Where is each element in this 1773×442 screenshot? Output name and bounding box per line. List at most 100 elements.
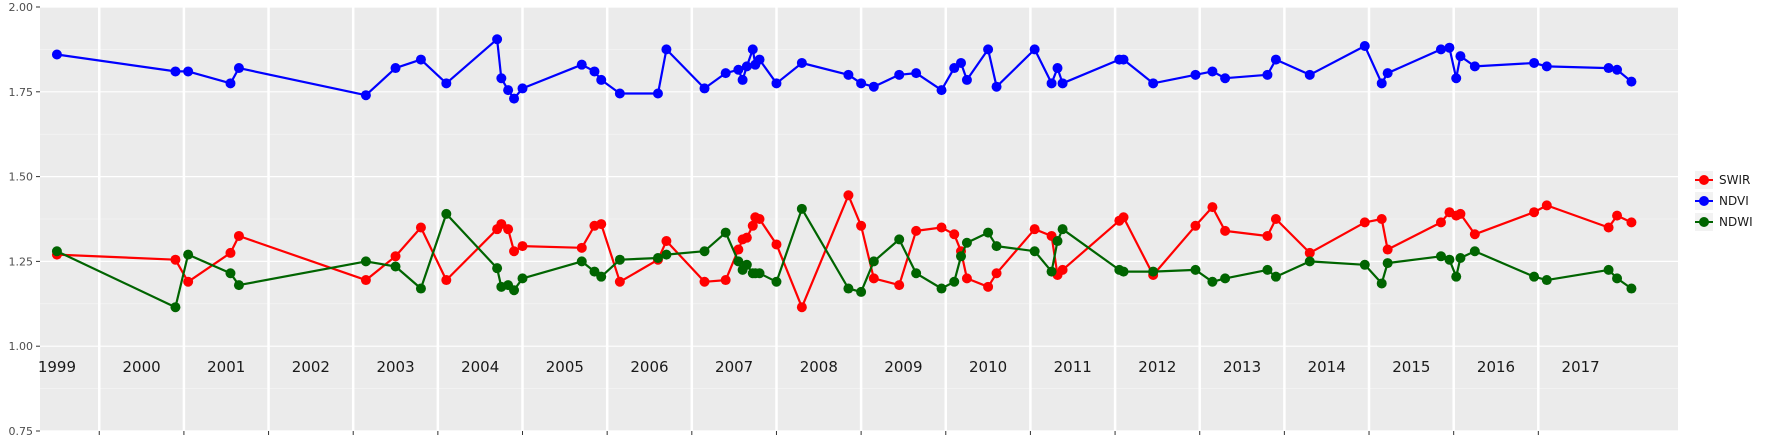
point-ndvi	[576, 59, 587, 70]
point-ndwi	[741, 259, 752, 270]
point-ndvi	[699, 83, 710, 94]
point-ndvi	[961, 74, 972, 85]
point-ndvi	[170, 66, 181, 77]
point-ndwi	[509, 285, 520, 296]
point-ndwi	[1626, 283, 1637, 294]
point-swir	[894, 280, 905, 291]
point-ndvi	[183, 66, 194, 77]
point-ndvi	[1451, 73, 1462, 84]
point-ndwi	[1603, 264, 1614, 275]
point-ndwi	[183, 249, 194, 260]
point-ndvi	[1469, 61, 1480, 72]
point-swir	[170, 254, 181, 265]
point-ndvi	[390, 63, 401, 74]
point-ndvi	[1455, 51, 1466, 62]
point-ndvi	[737, 74, 748, 85]
point-swir	[1304, 247, 1315, 258]
point-swir	[983, 281, 994, 292]
point-swir	[1612, 210, 1623, 221]
point-ndwi	[949, 276, 960, 287]
point-swir	[1376, 214, 1387, 224]
point-ndvi	[1118, 54, 1129, 65]
point-swir	[733, 244, 744, 255]
point-swir	[843, 190, 854, 201]
year-label: 2013	[1223, 358, 1261, 376]
point-ndwi	[1148, 266, 1159, 277]
point-ndvi	[983, 44, 994, 55]
point-ndwi	[233, 280, 244, 291]
series-layer	[51, 34, 1637, 313]
year-label: 2006	[630, 358, 668, 376]
point-swir	[1220, 225, 1231, 236]
point-ndwi	[843, 283, 854, 294]
point-ndwi	[1455, 253, 1466, 264]
point-ndwi	[441, 208, 452, 219]
point-ndwi	[1046, 266, 1057, 277]
point-ndvi	[741, 61, 752, 72]
year-label: 2010	[969, 358, 1007, 376]
point-swir	[1262, 230, 1273, 241]
point-ndwi	[936, 283, 947, 294]
point-ndvi	[754, 54, 765, 65]
point-swir	[1057, 264, 1068, 275]
point-ndvi	[225, 78, 236, 89]
point-ndwi	[961, 237, 972, 248]
point-ndvi	[503, 85, 514, 96]
point-ndwi	[1435, 251, 1446, 262]
point-swir	[233, 230, 244, 241]
point-ndvi	[733, 64, 744, 75]
legend: SWIR NDVI NDWI	[1695, 171, 1753, 231]
y-tick-label: 0.75	[9, 425, 34, 438]
point-ndwi	[856, 286, 867, 297]
y-tick-label: 2.00	[9, 1, 34, 14]
point-ndwi	[983, 227, 994, 238]
point-ndvi	[1612, 64, 1623, 75]
point-ndvi	[1304, 69, 1315, 80]
point-swir	[741, 232, 752, 243]
point-ndvi	[796, 57, 807, 68]
point-ndvi	[1207, 66, 1218, 77]
year-label: 2003	[376, 358, 414, 376]
year-label: 2011	[1054, 358, 1092, 376]
point-ndvi	[1148, 78, 1159, 89]
point-swir	[517, 241, 528, 252]
year-label: 2017	[1562, 358, 1600, 376]
point-swir	[720, 275, 731, 286]
point-swir	[415, 222, 426, 233]
year-label: 2004	[461, 358, 499, 376]
point-ndvi	[496, 73, 507, 84]
point-swir	[661, 236, 672, 247]
point-ndwi	[1304, 256, 1315, 267]
year-label: 2012	[1138, 358, 1176, 376]
legend-label-ndvi: NDVI	[1719, 194, 1749, 208]
point-ndvi	[1220, 73, 1231, 84]
point-ndvi	[652, 88, 663, 99]
point-swir	[1190, 220, 1201, 231]
point-swir	[183, 276, 194, 287]
legend-label-swir: SWIR	[1719, 173, 1750, 187]
point-swir	[1207, 202, 1218, 213]
point-ndvi	[415, 54, 426, 65]
point-swir	[1029, 224, 1040, 235]
point-swir	[360, 275, 371, 286]
point-swir	[754, 214, 765, 224]
legend-key-swir	[1699, 175, 1709, 185]
point-ndwi	[796, 203, 807, 214]
point-swir	[936, 222, 947, 233]
point-ndvi	[589, 66, 600, 77]
year-label: 2005	[546, 358, 584, 376]
point-ndwi	[661, 249, 672, 260]
point-swir	[1382, 244, 1393, 255]
point-ndwi	[1190, 264, 1201, 275]
point-ndvi	[1626, 76, 1637, 87]
point-swir	[991, 268, 1002, 279]
point-ndvi	[720, 68, 731, 79]
point-ndwi	[1541, 275, 1552, 286]
point-ndvi	[596, 74, 607, 85]
point-swir	[796, 302, 807, 313]
point-ndwi	[492, 263, 503, 274]
point-ndwi	[614, 254, 625, 265]
point-ndvi	[1603, 63, 1614, 74]
point-ndwi	[991, 241, 1002, 252]
